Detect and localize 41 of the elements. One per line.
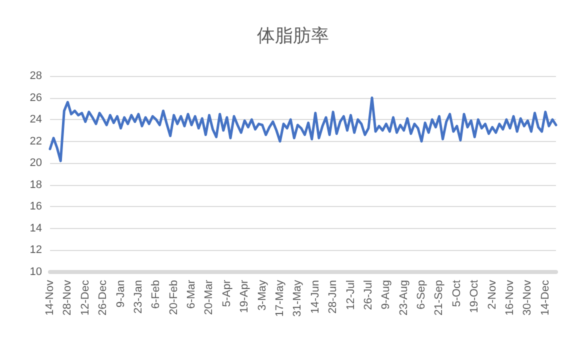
x-tick-label: 28-Jun	[327, 280, 340, 314]
x-tick-label: 3-May	[256, 280, 268, 311]
x-tick-label: 6-Feb	[150, 280, 162, 309]
x-tick-label: 19-Oct	[468, 280, 481, 314]
line-series	[48, 96, 558, 162]
x-tick-label: 20-Mar	[203, 280, 216, 315]
y-tick-label: 28	[30, 70, 42, 82]
y-tick-label: 26	[30, 92, 42, 104]
x-tick-label: 14-Nov	[44, 280, 56, 316]
x-tick-label: 2-Nov	[486, 280, 498, 310]
x-tick-label: 26-Dec	[97, 280, 110, 316]
x-tick-label: 6-Mar	[186, 280, 198, 309]
y-tick-label: 24	[30, 114, 42, 126]
y-tick-label: 12	[30, 244, 42, 256]
y-tick-label: 18	[30, 178, 42, 191]
chart-title: 体脂肪率	[257, 26, 329, 46]
x-tick-label: 28-Nov	[62, 280, 74, 316]
x-tick-label: 5-Apr	[220, 280, 233, 307]
x-tick-label: 30-Nov	[522, 280, 534, 316]
y-tick-label: 14	[30, 222, 42, 234]
x-tick-label: 23-Jan	[132, 280, 144, 314]
x-tick-label: 17-May	[274, 280, 286, 317]
x-tick-label: 14-Jun	[309, 280, 322, 314]
x-tick-label: 12-Dec	[79, 280, 92, 316]
x-tick-label: 5-Oct	[450, 280, 463, 307]
x-tick-label: 16-Nov	[504, 280, 516, 316]
x-tick-label: 20-Feb	[168, 280, 180, 315]
x-tick-label: 23-Aug	[398, 280, 410, 316]
x-tick-label: 31-May	[292, 280, 304, 317]
y-tick-label: 10	[30, 266, 42, 278]
x-tick-label: 9-Jan	[114, 280, 127, 308]
y-tick-label: 20	[30, 157, 42, 170]
x-tick-label: 21-Sep	[433, 280, 446, 316]
y-tick-label: 22	[30, 135, 42, 148]
y-tick-label: 16	[30, 200, 42, 213]
x-tick-label: 6-Sep	[416, 280, 428, 310]
x-tick-label: 14-Dec	[539, 280, 552, 316]
x-tick-label: 19-Apr	[238, 280, 251, 314]
x-tick-label: 12-Jul	[344, 280, 357, 310]
x-tick-label: 26-Jul	[362, 280, 374, 310]
x-tick-label: 9-Aug	[380, 280, 392, 310]
